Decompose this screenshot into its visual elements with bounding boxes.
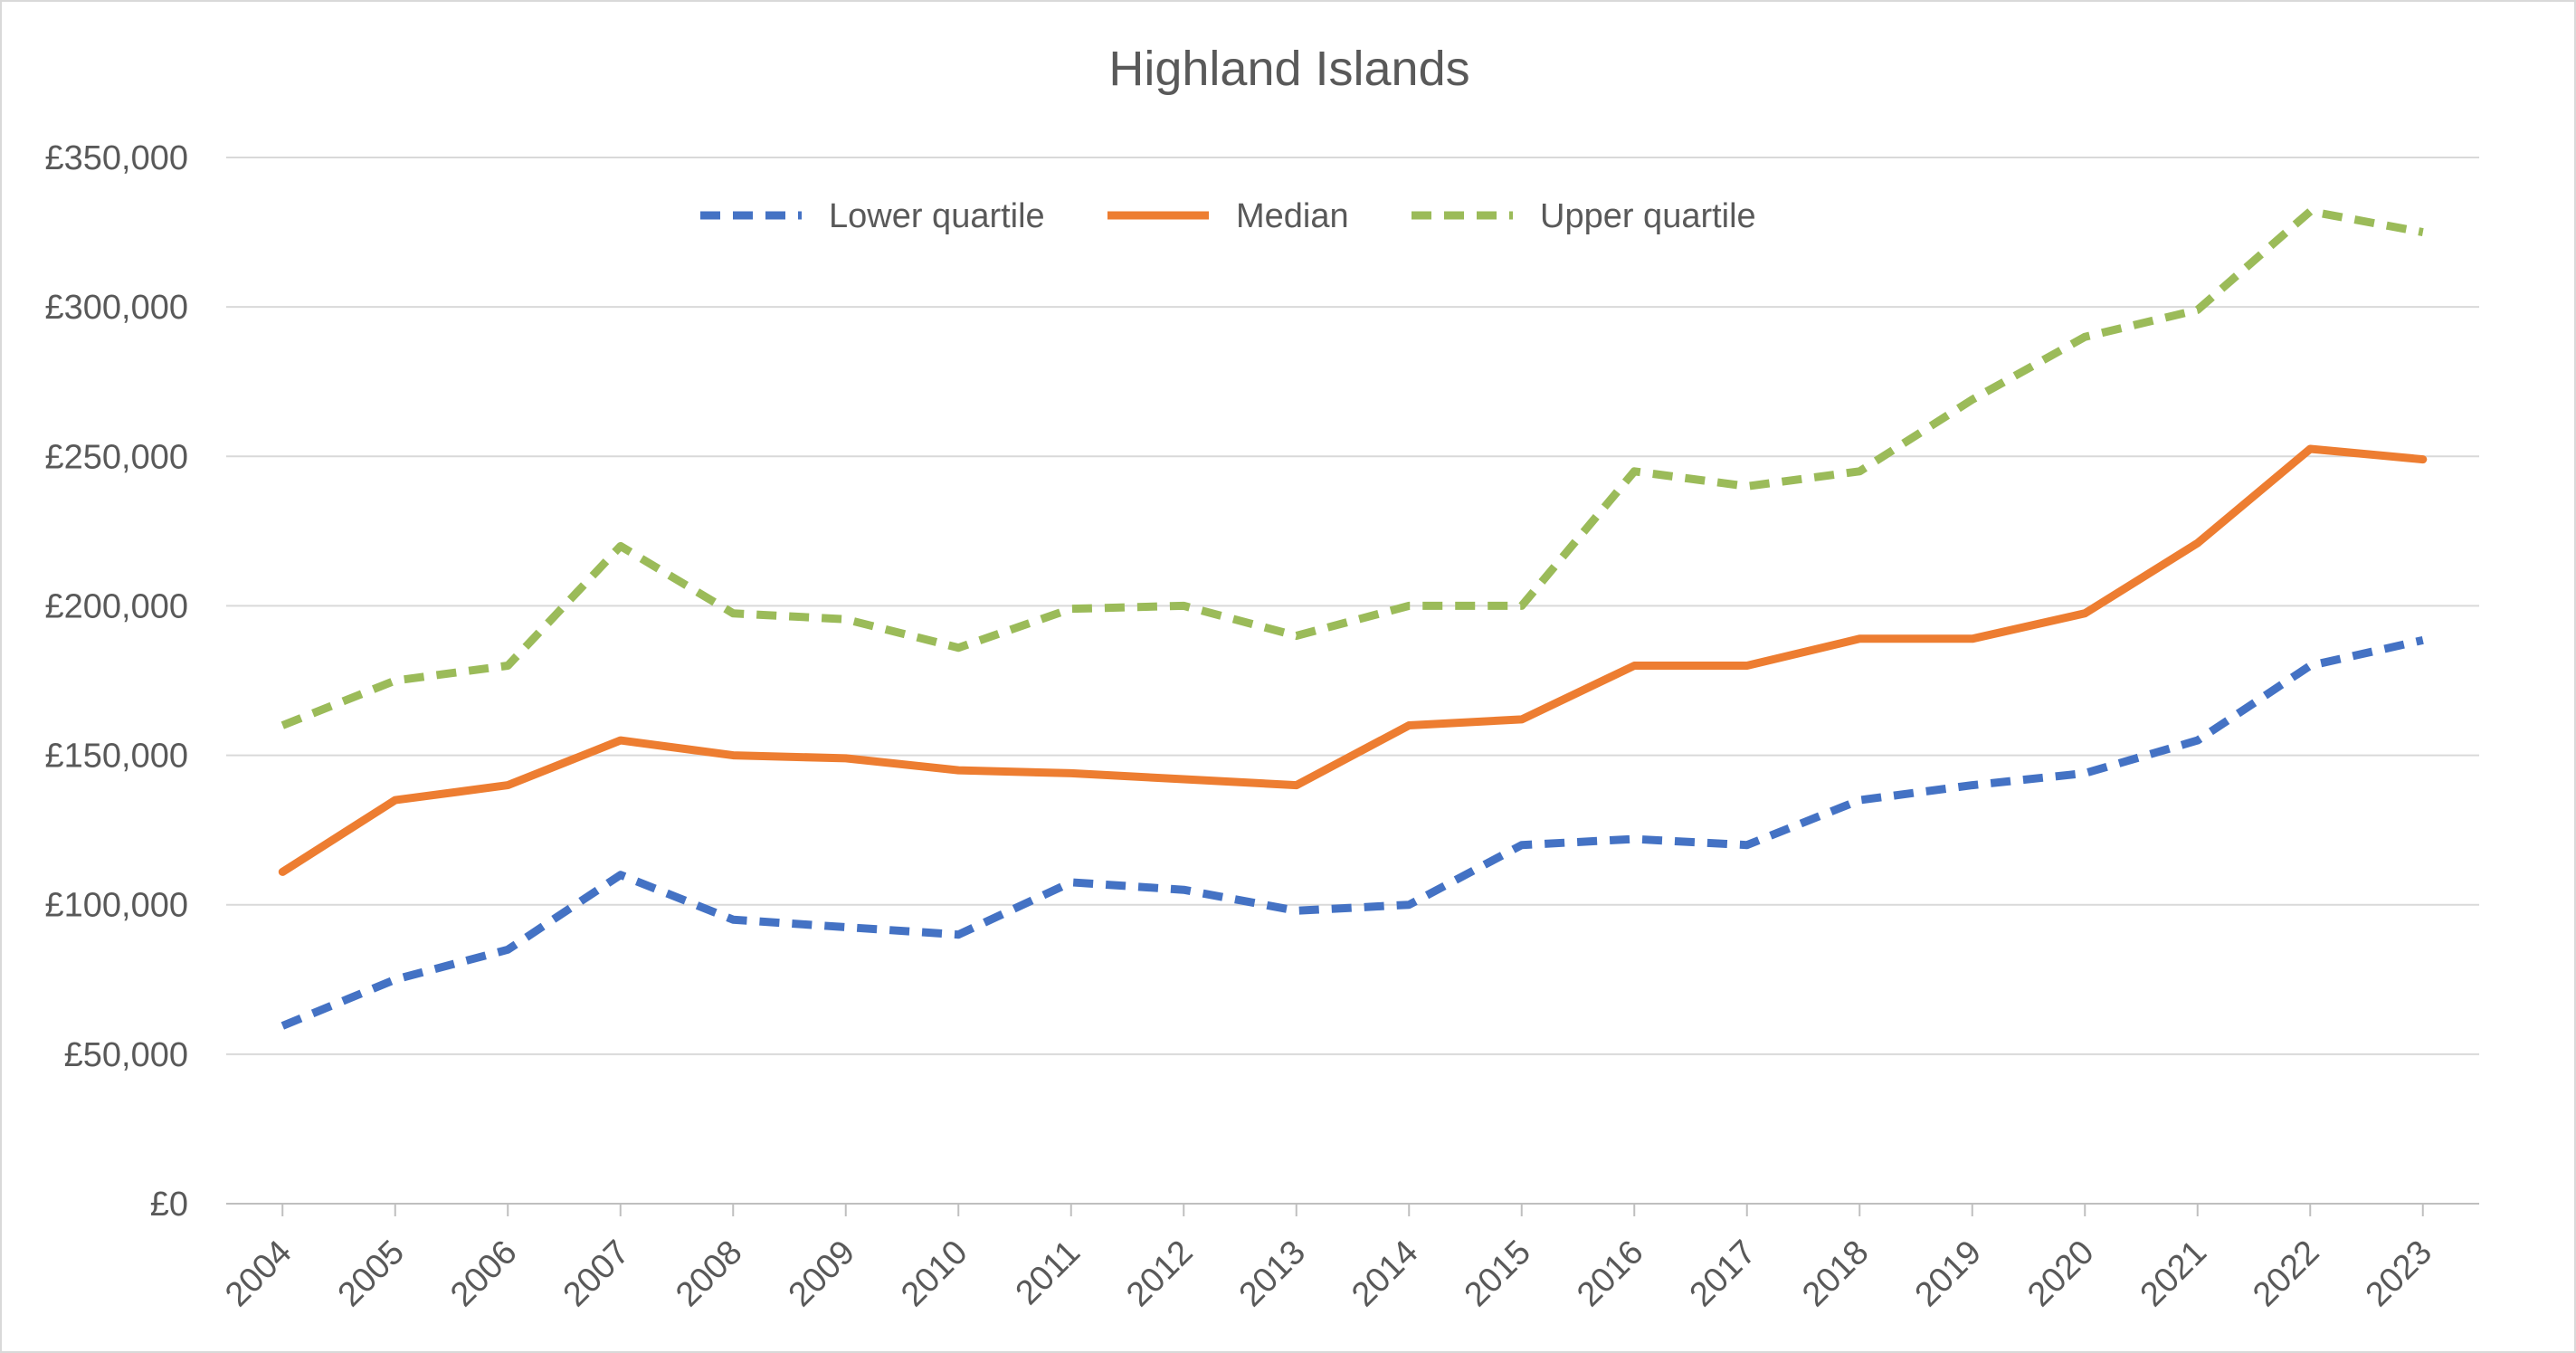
y-tick-label: £100,000 (45, 887, 189, 925)
legend-label: Upper quartile (1540, 197, 1756, 235)
x-tick-label: 2020 (2020, 1234, 2101, 1314)
x-axis: 2004 2005 2006 2007 2008 2009 2010 2011 2012 2013… (218, 1203, 2479, 1314)
legend-label: Median (1236, 197, 1349, 235)
series-line-upper-quartile (280, 207, 2424, 729)
y-tick-label: £0 (150, 1186, 188, 1224)
x-tick-label: 2023 (2359, 1234, 2439, 1314)
y-tick-label: £300,000 (45, 289, 189, 327)
x-tick-label: 2015 (1458, 1234, 1538, 1314)
x-tick-label: 2008 (669, 1234, 749, 1314)
y-tick-label: £250,000 (45, 438, 189, 476)
series-line-median (278, 444, 2428, 876)
x-tick-label: 2012 (1119, 1234, 1200, 1314)
chart-title: Highland Islands (1108, 42, 1469, 96)
x-tick-label: 2013 (1232, 1234, 1313, 1314)
legend-label: Lower quartile (829, 197, 1045, 235)
x-tick-label: 2017 (1683, 1234, 1763, 1314)
gridlines (226, 157, 2479, 1055)
x-tick-label: 2021 (2134, 1234, 2214, 1314)
x-tick-label: 2007 (556, 1234, 637, 1314)
series-line-lower-quartile (280, 636, 2424, 1030)
x-tick-label: 2014 (1345, 1234, 1425, 1314)
y-tick-label: £150,000 (45, 738, 189, 776)
y-tick-label: £200,000 (45, 587, 189, 625)
x-tick-label: 2005 (331, 1234, 412, 1314)
y-tick-label: £50,000 (64, 1036, 188, 1074)
x-tick-label: 2011 (1009, 1234, 1088, 1312)
x-tick-label: 2018 (1795, 1234, 1876, 1314)
x-tick-label: 2022 (2246, 1234, 2326, 1314)
series-lines (278, 207, 2428, 1030)
x-tick-label: 2016 (1570, 1234, 1650, 1314)
x-tick-label: 2004 (218, 1234, 299, 1314)
y-tick-label: £350,000 (45, 139, 189, 177)
x-tick-label: 2019 (1908, 1234, 1989, 1314)
x-tick-label: 2006 (443, 1234, 524, 1314)
x-tick-label: 2010 (894, 1234, 974, 1314)
x-tick-label: 2009 (782, 1234, 862, 1314)
y-axis: £0 £50,000 £100,000 £150,000 £200,000 £250,00… (45, 139, 189, 1224)
legend: Lower quartile Median Upper quartile (700, 197, 1756, 235)
